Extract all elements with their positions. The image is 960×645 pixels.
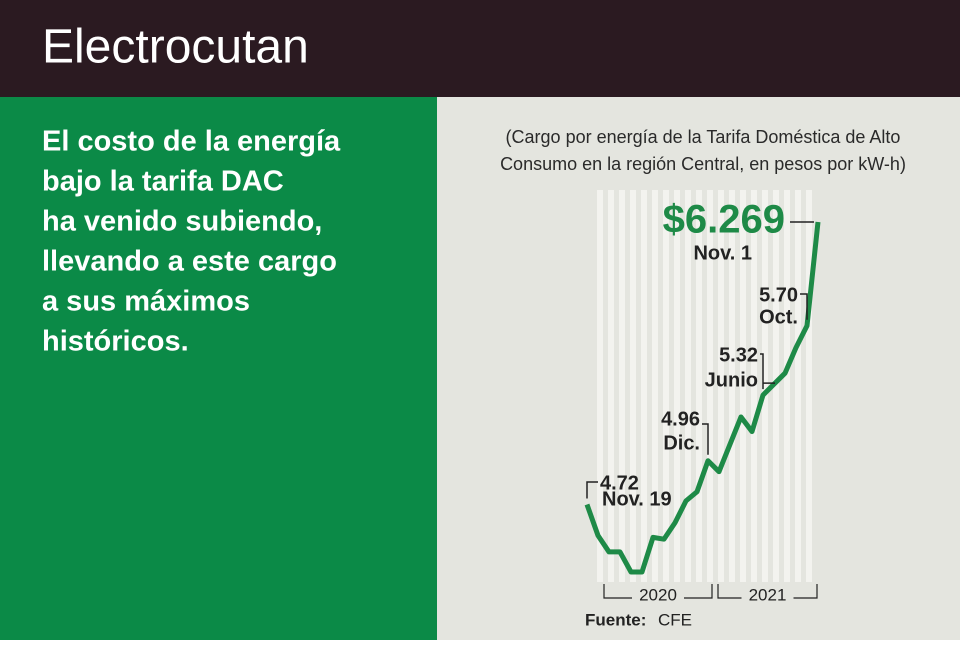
- stripe: [751, 190, 757, 582]
- stripe: [707, 190, 713, 582]
- stripe: [630, 190, 636, 582]
- point-note: Nov. 19: [602, 488, 672, 510]
- stripe: [608, 190, 614, 582]
- stripe: [784, 190, 790, 582]
- stripe: [685, 190, 691, 582]
- value-label: 5.32: [719, 344, 758, 366]
- stripe: [718, 190, 724, 582]
- data-line: [584, 221, 821, 575]
- body-text: históricos.: [42, 326, 189, 358]
- point-note: Dic.: [663, 432, 700, 454]
- stripe: [762, 190, 768, 582]
- subtitle: Consumo en la región Central, en pesos p…: [500, 154, 906, 174]
- stripe: [663, 190, 669, 582]
- stripe: [806, 190, 812, 582]
- annotation-line: [760, 353, 775, 390]
- title-bar: [0, 0, 960, 97]
- period-label: 2021: [749, 585, 787, 604]
- point-note: Junio: [705, 369, 758, 391]
- source-label: Fuente:: [585, 610, 646, 629]
- stripe: [652, 190, 658, 582]
- stripe: [597, 190, 603, 582]
- point-note: Nov. 1: [693, 242, 752, 264]
- stripes: [597, 190, 812, 582]
- point-note: Oct.: [759, 306, 798, 328]
- subtitle: (Cargo por energía de la Tarifa Doméstic…: [506, 127, 901, 147]
- value-label: 5.70: [759, 284, 798, 306]
- body-text: llevando a este cargo: [42, 246, 337, 278]
- title: Electrocutan: [42, 21, 309, 74]
- stripe: [641, 190, 647, 582]
- period-label: 2020: [639, 585, 677, 604]
- stripe: [729, 190, 735, 582]
- body-text: El costo de la energía: [42, 126, 341, 158]
- body-text: a sus máximos: [42, 286, 250, 318]
- stripe: [674, 190, 680, 582]
- source: CFE: [658, 610, 692, 629]
- stripe: [740, 190, 746, 582]
- body-text: bajo la tarifa DAC: [42, 166, 284, 198]
- stripe: [696, 190, 702, 582]
- stripe: [619, 190, 625, 582]
- annotation-line: [800, 293, 808, 320]
- annotation-line: [586, 481, 598, 499]
- stripe: [773, 190, 779, 582]
- annotation-line: [702, 423, 709, 455]
- text-panel: [0, 97, 437, 640]
- period-bracket: [717, 584, 818, 599]
- value-label: 4.72: [600, 472, 639, 494]
- period-bracket: [603, 584, 713, 599]
- value-label: 4.96: [661, 408, 700, 430]
- value-label: $6.269: [663, 198, 785, 242]
- stripe: [795, 190, 801, 582]
- body-text: ha venido subiendo,: [42, 206, 322, 238]
